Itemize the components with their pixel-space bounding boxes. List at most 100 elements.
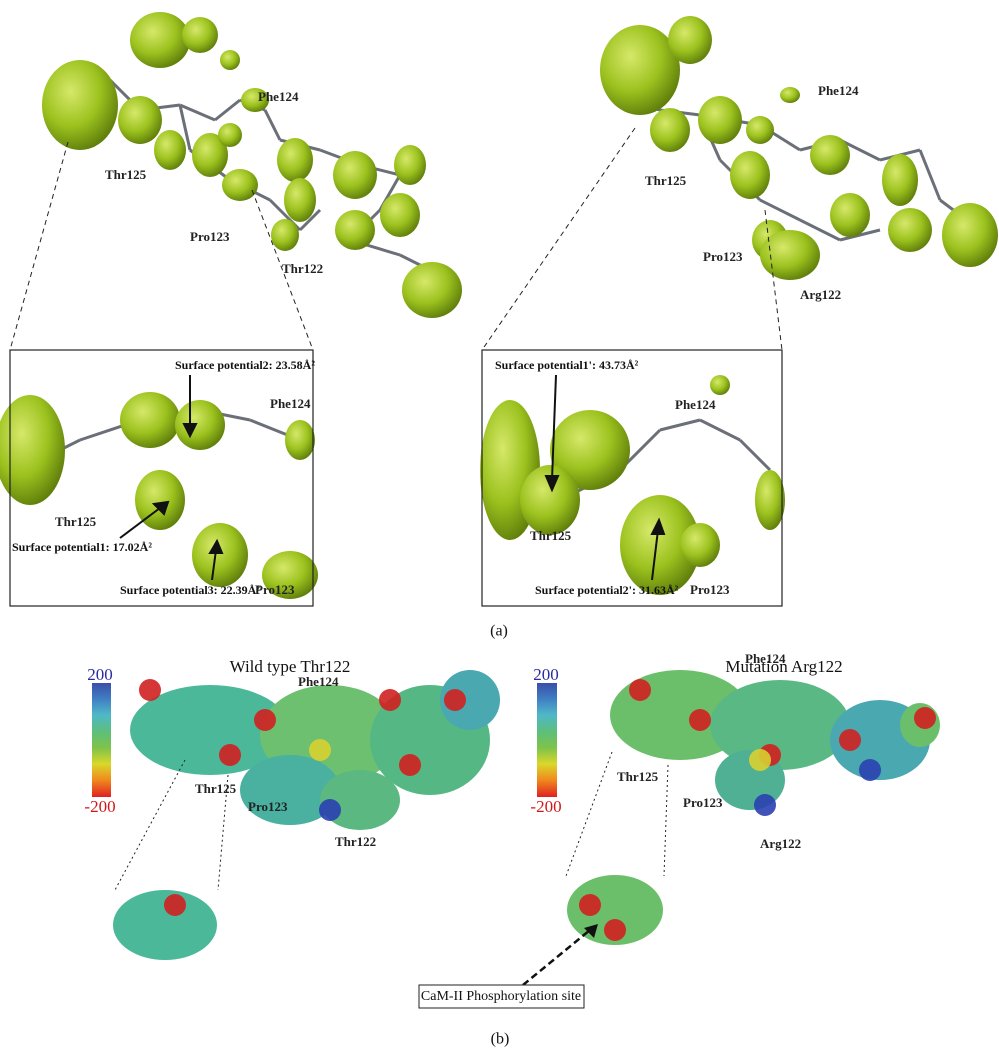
- residue-label: Pro123: [255, 582, 295, 597]
- connector: [482, 128, 635, 350]
- potential-spot: [309, 739, 331, 761]
- residue-label: Phe124: [270, 396, 311, 411]
- isosurface-blob: [154, 130, 186, 170]
- scale-min: -200: [84, 797, 115, 816]
- scale-max: 200: [533, 665, 559, 684]
- isosurface-blob: [120, 392, 180, 448]
- potential-spot: [914, 707, 936, 729]
- residue-label: Thr125: [645, 173, 687, 188]
- residue-label: Pro123: [248, 799, 288, 814]
- potential-spot: [139, 679, 161, 701]
- isosurface-blob: [335, 210, 375, 250]
- isosurface-blob: [650, 108, 690, 152]
- residue-label: Phe124: [675, 397, 716, 412]
- callout-text: CaM-II Phosphorylation site: [421, 989, 581, 1004]
- potential-spot: [399, 754, 421, 776]
- potential-spot: [219, 744, 241, 766]
- surface-annotation: Surface potential3: 22.39Å²: [120, 583, 260, 597]
- scale-min: -200: [530, 797, 561, 816]
- residue-label: Phe124: [745, 651, 786, 666]
- bond: [215, 100, 240, 120]
- isosurface-blob: [746, 116, 774, 144]
- connector: [10, 142, 68, 350]
- isosurface-blob: [780, 87, 800, 103]
- isosurface-blob: [118, 96, 162, 144]
- bond: [265, 110, 280, 140]
- bond: [920, 150, 940, 200]
- callout-arrow: [523, 930, 590, 985]
- potential-spot: [379, 689, 401, 711]
- isosurface-blob: [277, 138, 313, 182]
- residue-label: Phe124: [298, 674, 339, 689]
- isosurface-blob: [284, 178, 316, 222]
- isosurface-blob: [698, 96, 742, 144]
- isosurface-blob: [680, 523, 720, 567]
- surface-annotation: Surface potential2: 23.58Å²: [175, 358, 315, 372]
- potential-spot: [749, 749, 771, 771]
- residue-label: Thr122: [335, 834, 376, 849]
- isosurface-blob: [42, 60, 118, 150]
- residue-label: Thr125: [195, 781, 237, 796]
- potential-spot: [444, 689, 466, 711]
- isosurface-blob: [710, 375, 730, 395]
- bond: [740, 440, 770, 470]
- isosurface-blob: [182, 17, 218, 53]
- isosurface-blob: [402, 262, 462, 318]
- residue-label: Pro123: [703, 249, 743, 264]
- panel-a-art: [0, 12, 998, 599]
- surface-annotation: Surface potential1': 43.73Å²: [495, 358, 639, 372]
- isosurface-blob: [380, 193, 420, 237]
- isosurface-blob: [730, 151, 770, 199]
- residue-label: Pro123: [683, 795, 723, 810]
- isosurface-blob: [760, 230, 820, 280]
- potential-spot: [629, 679, 651, 701]
- residue-label: Thr125: [530, 528, 572, 543]
- isosurface-blob: [192, 523, 248, 587]
- isosurface-blob: [130, 12, 190, 68]
- residue-label: Arg122: [800, 287, 841, 302]
- potential-spot: [604, 919, 626, 941]
- residue-label: Thr122: [282, 261, 323, 276]
- page: Phe124 Thr125 Pro123 Thr122 Phe124 Thr12…: [0, 0, 999, 1055]
- bond: [660, 420, 700, 430]
- bond: [180, 105, 215, 120]
- residue-label: Thr125: [55, 514, 97, 529]
- isosurface-blob: [218, 123, 242, 147]
- residue-label: Thr125: [617, 769, 659, 784]
- scale-max: 200: [87, 665, 113, 684]
- potential-spot: [839, 729, 861, 751]
- connector: [566, 752, 612, 876]
- potential-spot: [859, 759, 881, 781]
- isosurface-blob: [220, 50, 240, 70]
- isosurface-blob: [222, 169, 258, 201]
- potential-spot: [254, 709, 276, 731]
- panel-b-art: [113, 670, 940, 960]
- isosurface-blob: [830, 193, 870, 237]
- isosurface-blob: [285, 420, 315, 460]
- isosurface-blob: [175, 400, 225, 450]
- isosurface-blob: [394, 145, 426, 185]
- panel-label: (a): [490, 623, 508, 640]
- residue-label: Arg122: [760, 836, 801, 851]
- isosurface-blob: [271, 219, 299, 251]
- isosurface-blob: [755, 470, 785, 530]
- residue-label: Phe124: [818, 83, 859, 98]
- isosurface-blob: [882, 154, 918, 206]
- surface-annotation: Surface potential2': 31.63Å²: [535, 583, 679, 597]
- color-scale: [537, 683, 557, 797]
- color-scale: [92, 683, 111, 797]
- isosurface-blob: [888, 208, 932, 252]
- isosurface-blob: [333, 151, 377, 199]
- isosurface-blob: [668, 16, 712, 64]
- connector: [664, 765, 668, 876]
- isosurface-blob: [810, 135, 850, 175]
- residue-label: Thr125: [105, 167, 147, 182]
- panel-label: (b): [491, 1031, 510, 1048]
- bond: [700, 420, 740, 440]
- figure: Phe124 Thr125 Pro123 Thr122 Phe124 Thr12…: [0, 0, 999, 1055]
- potential-spot: [754, 794, 776, 816]
- potential-spot: [164, 894, 186, 916]
- residue-label: Pro123: [690, 582, 730, 597]
- residue-label: Pro123: [190, 229, 230, 244]
- potential-spot: [579, 894, 601, 916]
